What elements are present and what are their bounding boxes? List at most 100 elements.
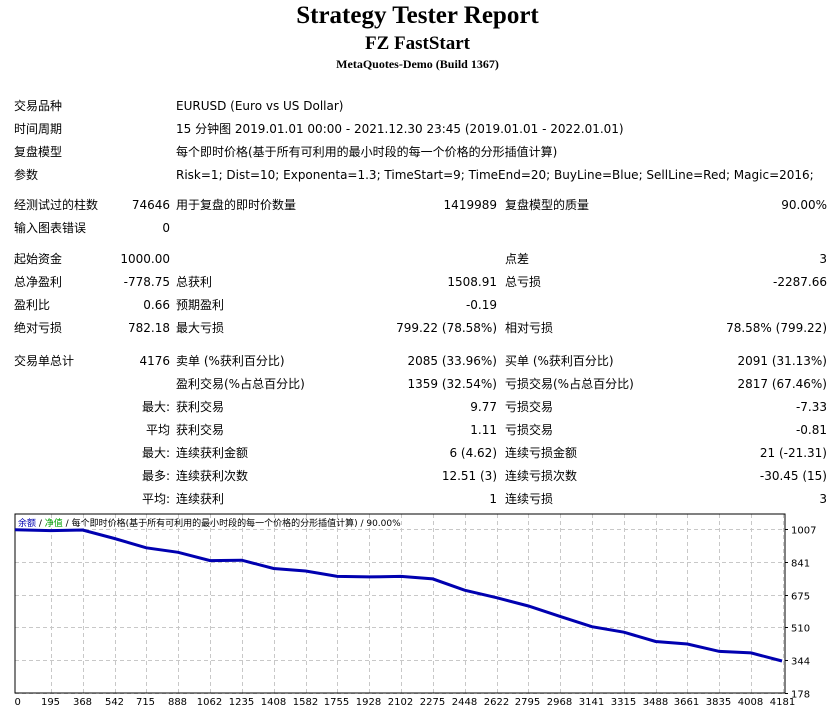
loss-trades-value: 2817 (67.46%) [737,377,827,391]
chart-legend: 余额 / 净值 / 每个即时价格(基于所有可利用的最小时段的每一个价格的分形插值… [18,516,401,529]
long-positions-value: 2091 (31.13%) [737,354,827,368]
loss-trades-label: 亏损交易(%占总百分比) [505,377,634,391]
net-profit-label: 总净盈利 [14,275,63,289]
model-label: 复盘模型 [14,145,63,159]
svg-text:675: 675 [791,592,810,603]
legend-equity: 净值 [44,519,63,529]
ticks-label: 用于复盘的即时价数量 [176,198,297,212]
average-profit-value: 1.11 [470,423,497,437]
avg-consec-wins-value: 1 [489,492,497,506]
spread-value: 3 [819,252,827,266]
y-axis-ticks: 1007 841 675 510 344 178 [785,526,816,701]
abs-drawdown-value: 782.18 [128,321,170,335]
short-positions-label: 卖单 (%获利百分比) [176,354,285,368]
quality-value: 90.00% [781,198,827,212]
svg-text:3315: 3315 [611,697,636,708]
avg-consec-losses-value: 3 [819,492,827,506]
largest-loss-value: -7.33 [795,400,827,414]
row-prefix: 最大: [141,400,170,414]
legend-quality: 90.00% [366,519,401,529]
balance-chart: 1007 841 675 510 344 178 0 195 368 542 715 888 1062… [14,513,816,708]
average-loss-value: -0.81 [795,423,827,437]
chart-grid [15,514,785,694]
svg-text:3488: 3488 [643,697,668,708]
row-prefix: 最大: [141,446,170,460]
legend-balance: 余额 [18,519,37,529]
avg-consec-wins-label: 连续获利 [176,492,225,506]
deposit-value: 1000.00 [120,252,170,266]
profit-trades-value: 1359 (32.54%) [407,377,497,391]
symbol-label: 交易品种 [14,99,63,113]
svg-text:195: 195 [41,697,60,708]
total-trades-value: 4176 [139,354,170,368]
svg-text:1408: 1408 [261,697,286,708]
svg-text:3661: 3661 [674,697,699,708]
profit-trades-label: 盈利交易(%占总百分比) [176,377,305,391]
period-value: 15 分钟图 2019.01.01 00:00 - 2021.12.30 23:… [176,122,624,136]
rel-drawdown-label: 相对亏损 [505,321,554,335]
gross-profit-value: 1508.91 [447,275,497,289]
max-consec-wins-count-value: 12.51 (3) [441,469,497,483]
svg-text:1062: 1062 [197,697,222,708]
ticks-value: 1419989 [443,198,497,212]
svg-text:2448: 2448 [452,697,477,708]
largest-profit-value: 9.77 [470,400,497,414]
chart-frame [14,513,786,694]
largest-profit-label: 获利交易 [176,400,225,414]
deposit-label: 起始资金 [14,252,63,266]
svg-text:4181: 4181 [770,697,795,708]
errors-label: 输入图表错误 [14,221,87,235]
gross-profit-label: 总获利 [176,275,213,289]
average-profit-label: 获利交易 [176,423,225,437]
svg-text:715: 715 [136,697,155,708]
x-axis-ticks: 0 195 368 542 715 888 1062 1235 1408 1582 1755 1928… [15,697,796,708]
report-title: Strategy Tester Report [296,2,539,29]
svg-text:542: 542 [105,697,124,708]
max-drawdown-value: 799.22 (78.58%) [396,321,497,335]
svg-text:3141: 3141 [579,697,604,708]
profit-factor-value: 0.66 [143,298,170,312]
max-drawdown-label: 最大亏损 [176,321,225,335]
max-consec-wins-money-value: 6 (4.62) [449,446,497,460]
legend-separator: / [36,519,45,529]
svg-text:1755: 1755 [324,697,349,708]
server-build: MetaQuotes-Demo (Build 1367) [336,57,499,71]
svg-text:888: 888 [168,697,187,708]
svg-text:2622: 2622 [484,697,509,708]
average-loss-label: 亏损交易 [505,423,554,437]
max-consec-losses-money-label: 连续亏损金额 [505,446,578,460]
svg-text:1007: 1007 [791,526,816,537]
svg-text:0: 0 [15,697,21,708]
svg-text:178: 178 [791,690,810,701]
errors-value: 0 [162,221,170,235]
row-prefix: 最多: [141,469,170,483]
max-consec-losses-count-label: 连续亏损次数 [505,469,578,483]
svg-text:344: 344 [791,657,810,668]
model-value: 每个即时价格(基于所有可利用的最小时段的每一个价格的分形插值计算) [176,145,558,159]
bars-label: 经测试过的柱数 [14,198,99,212]
svg-text:1235: 1235 [229,697,254,708]
max-consec-losses-count-value: -30.45 (15) [759,469,827,483]
svg-text:841: 841 [791,559,810,570]
svg-text:2275: 2275 [420,697,445,708]
params-label: 参数 [14,168,39,182]
profit-factor-label: 盈利比 [14,298,51,312]
period-label: 时间周期 [14,122,63,136]
spread-label: 点差 [505,252,530,266]
expected-payoff-label: 预期盈利 [176,298,225,312]
legend-model: 每个即时价格(基于所有可利用的最小时段的每一个价格的分形插值计算) [71,519,358,529]
largest-loss-label: 亏损交易 [505,400,554,414]
svg-text:1928: 1928 [356,697,381,708]
svg-text:2968: 2968 [547,697,572,708]
max-consec-wins-count-label: 连续获利次数 [176,469,249,483]
quality-label: 复盘模型的质量 [505,198,590,212]
row-prefix: 平均 [145,423,170,437]
net-profit-value: -778.75 [123,275,170,289]
legend-separator: / [62,519,72,529]
max-consec-wins-money-label: 连续获利金额 [176,446,249,460]
gross-loss-label: 总亏损 [505,275,542,289]
bars-value: 74646 [131,198,170,212]
long-positions-label: 买单 (%获利百分比) [505,354,614,368]
svg-text:368: 368 [73,697,92,708]
svg-text:4008: 4008 [738,697,763,708]
